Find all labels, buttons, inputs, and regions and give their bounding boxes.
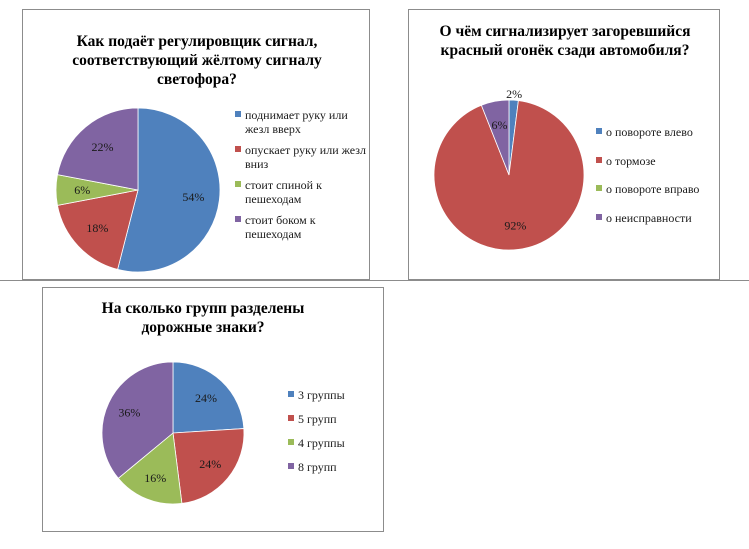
chart-title: На сколько групп разделены дорожные знак… <box>101 300 305 336</box>
pie-chart: 2% 92% 6% <box>433 87 585 251</box>
legend-label: стоит спиной к пешеходам <box>245 178 322 206</box>
chart-panel-traffic-controller: Как подаёт регулировщик сигнал, соответс… <box>22 9 370 280</box>
pie-slice <box>480 99 510 176</box>
chart-panel-sign-groups: На сколько групп разделены дорожные знак… <box>42 287 384 532</box>
pie-chart: 54% 18% 6% 22% <box>55 107 221 273</box>
legend-item: 4 группы <box>288 436 383 460</box>
legend-label: о тормозе <box>606 153 656 168</box>
pie-chart: 24% 24% 16% 36% <box>101 361 245 505</box>
legend-label: 3 группы <box>298 388 345 402</box>
legend-label: 8 групп <box>298 460 337 474</box>
legend-item: о неисправности <box>596 211 718 240</box>
legend-label: о повороте вправо <box>606 182 700 196</box>
legend-label: 4 группы <box>298 436 345 450</box>
pie-slice <box>101 361 174 479</box>
legend-item: 8 групп <box>288 460 383 484</box>
data-label: 92% <box>504 219 526 233</box>
legend-swatch <box>288 439 294 445</box>
legend-label: 5 групп <box>298 412 337 426</box>
data-label: 36% <box>118 405 140 419</box>
data-label: 18% <box>86 221 108 235</box>
legend-swatch <box>235 146 241 152</box>
legend-item: 3 группы <box>288 388 383 412</box>
data-label: 2% <box>506 87 522 101</box>
legend-swatch <box>596 156 602 163</box>
chart-legend: о повороте влево о тормозе о повороте вп… <box>596 125 718 239</box>
legend-item: о тормозе <box>596 154 718 183</box>
chart-legend: 3 группы 5 групп 4 группы 8 групп <box>288 388 383 484</box>
data-label: 22% <box>91 140 113 154</box>
legend-label: стоит боком к пешеходам <box>245 213 316 241</box>
legend-label: поднимает руку или жезл вверх <box>245 108 348 136</box>
legend-swatch <box>235 181 241 187</box>
pie-slice <box>117 432 183 505</box>
data-label: 24% <box>199 457 221 471</box>
legend-item: о повороте вправо <box>596 182 718 211</box>
data-label: 16% <box>144 471 166 485</box>
chart-panel-rear-light: О чём сигнализирует загоревшийся красный… <box>408 9 720 280</box>
legend-label: о повороте влево <box>606 125 693 139</box>
legend-swatch <box>288 463 294 469</box>
chart-legend: поднимает руку или жезл вверх опускает р… <box>235 108 371 248</box>
pie-slice <box>172 428 245 504</box>
legend-item: поднимает руку или жезл вверх <box>235 108 371 143</box>
legend-item: 5 групп <box>288 412 383 436</box>
legend-swatch <box>235 216 241 222</box>
pie-slice <box>56 189 139 270</box>
chart-title: О чём сигнализирует загоревшийся красный… <box>439 23 691 59</box>
chart-title: Как подаёт регулировщик сигнал, соответс… <box>72 33 322 88</box>
legend-swatch <box>288 391 294 397</box>
legend-item: стоит боком к пешеходам <box>235 213 371 248</box>
data-label: 6% <box>74 183 90 197</box>
data-label: 6% <box>491 118 507 132</box>
legend-swatch <box>596 185 602 191</box>
legend-label: опускает руку или жезл вниз <box>245 143 366 171</box>
pie-slice <box>172 361 245 434</box>
legend-item: опускает руку или жезл вниз <box>235 143 371 178</box>
legend-swatch <box>596 213 602 220</box>
legend-swatch <box>235 111 241 117</box>
pie-slice <box>117 107 221 273</box>
data-label: 54% <box>182 190 204 204</box>
pie-slice <box>56 107 139 191</box>
pie-slice <box>433 100 585 251</box>
data-label: 24% <box>195 391 217 405</box>
legend-label: о неисправности <box>606 210 692 225</box>
section-divider <box>0 280 749 281</box>
legend-item: стоит спиной к пешеходам <box>235 178 371 213</box>
legend-item: о повороте влево <box>596 125 718 154</box>
legend-swatch <box>596 128 602 134</box>
legend-swatch <box>288 415 294 421</box>
